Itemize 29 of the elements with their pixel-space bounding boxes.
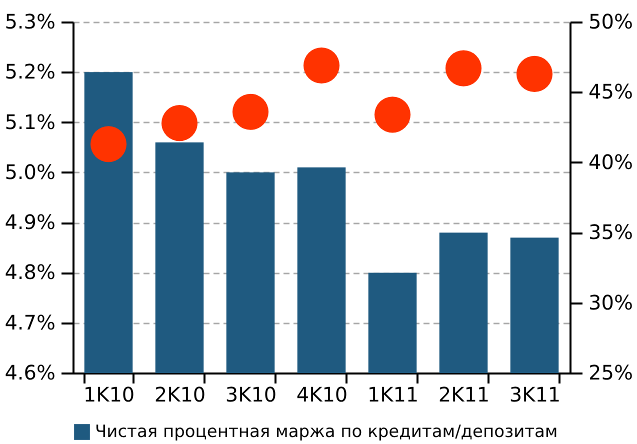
point	[90, 126, 127, 162]
y-tick-label: 4.7%	[4, 310, 56, 334]
y2-tick-label: 45%	[588, 80, 633, 104]
y-tick-label: 4.9%	[4, 210, 56, 234]
x-tick-label: 2K10	[154, 382, 206, 406]
y-tick-label: 5.2%	[4, 60, 56, 84]
x-tick-label: 1K10	[83, 382, 135, 406]
y2-tick-label: 50%	[588, 10, 633, 34]
x-tick-label: 2K11	[438, 382, 490, 406]
y2-tick-label: 25%	[588, 360, 633, 384]
y-tick-label: 4.8%	[4, 260, 56, 284]
y-tick-label: 5.1%	[4, 110, 56, 134]
point	[445, 50, 482, 86]
legend-label: Чистая процентная маржа по кредитам/депозитам	[95, 422, 558, 442]
y2-tick-label: 30%	[588, 290, 633, 314]
y-tick-label: 5.0%	[4, 160, 56, 184]
x-tick-label: 3K11	[509, 382, 561, 406]
x-tick-label: 1K11	[367, 382, 419, 406]
y2-tick-label: 40%	[588, 150, 633, 174]
point	[232, 94, 269, 130]
point	[516, 56, 553, 92]
point	[374, 96, 411, 133]
y-tick-label: 5.3%	[4, 10, 56, 34]
y-tick-label: 4.6%	[4, 360, 56, 384]
point	[161, 105, 198, 142]
point	[303, 48, 340, 84]
x-tick-label: 3K10	[225, 382, 277, 406]
x-tick-label: 4K10	[296, 382, 348, 406]
y2-tick-label: 35%	[588, 220, 633, 244]
